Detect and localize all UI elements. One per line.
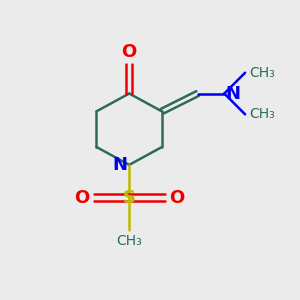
Text: S: S [123, 189, 136, 207]
Text: O: O [74, 189, 89, 207]
Text: N: N [113, 156, 128, 174]
Text: N: N [226, 85, 241, 103]
Text: O: O [169, 189, 184, 207]
Text: CH₃: CH₃ [250, 107, 275, 121]
Text: CH₃: CH₃ [250, 66, 275, 80]
Text: O: O [122, 44, 137, 62]
Text: CH₃: CH₃ [116, 234, 142, 248]
